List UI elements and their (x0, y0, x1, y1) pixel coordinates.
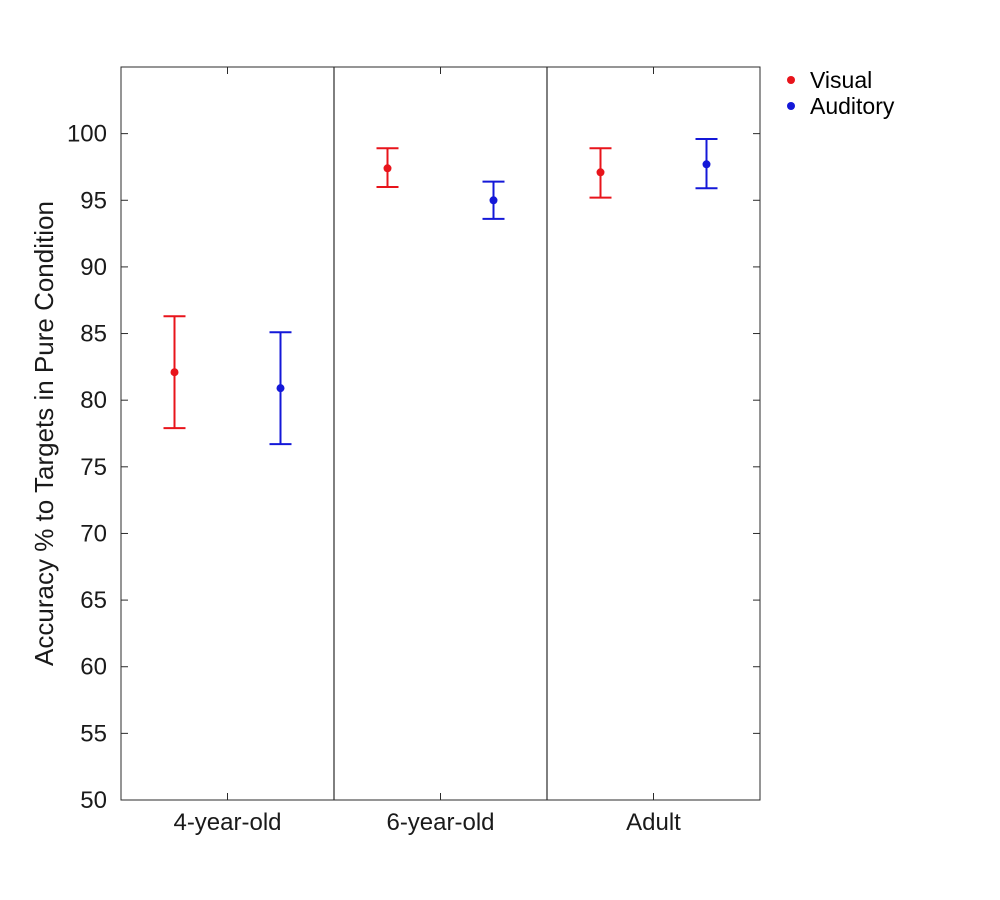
data-point-visual (596, 168, 605, 177)
y-tick-label: 85 (80, 321, 107, 348)
data-point-auditory (489, 196, 498, 205)
y-tick-label: 100 (67, 121, 107, 148)
y-tick-label: 55 (80, 720, 107, 747)
data-point-auditory (702, 160, 711, 169)
x-tick-label: 4-year-old (173, 809, 281, 836)
x-tick-label: 6-year-old (386, 809, 494, 836)
y-tick-label: 65 (80, 587, 107, 614)
data-point-auditory (276, 384, 285, 393)
y-axis-title: Accuracy % to Targets in Pure Condition (29, 201, 59, 666)
legend-marker-visual (787, 76, 795, 84)
legend-marker-auditory (787, 102, 795, 110)
y-tick-label: 95 (80, 187, 107, 214)
y-tick-label: 70 (80, 520, 107, 547)
y-tick-label: 90 (80, 254, 107, 281)
legend-label-visual: Visual (810, 67, 872, 93)
x-tick-label: Adult (626, 809, 681, 836)
data-point-visual (383, 164, 392, 173)
data-point-visual (170, 368, 179, 377)
legend-label-auditory: Auditory (810, 93, 895, 119)
y-tick-label: 50 (80, 787, 107, 814)
y-tick-label: 80 (80, 387, 107, 414)
y-tick-label: 60 (80, 654, 107, 681)
plot-frame (120, 66, 761, 801)
y-tick-label: 75 (80, 454, 107, 481)
